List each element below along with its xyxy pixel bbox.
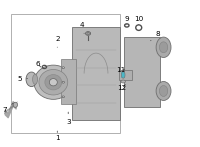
- Bar: [11, 14, 120, 133]
- Text: 12: 12: [117, 85, 126, 91]
- Ellipse shape: [26, 72, 37, 87]
- Bar: [121, 72, 125, 78]
- Ellipse shape: [45, 75, 62, 90]
- Text: 11: 11: [116, 67, 125, 73]
- Ellipse shape: [159, 42, 168, 53]
- Text: 3: 3: [66, 112, 71, 125]
- Text: 8: 8: [151, 31, 160, 41]
- Text: 5: 5: [17, 76, 28, 82]
- Ellipse shape: [159, 86, 168, 96]
- Ellipse shape: [62, 81, 64, 83]
- Text: 2: 2: [55, 36, 60, 47]
- Text: 10: 10: [134, 16, 143, 25]
- Polygon shape: [61, 59, 76, 104]
- Ellipse shape: [34, 65, 73, 99]
- Ellipse shape: [13, 102, 18, 107]
- Ellipse shape: [156, 37, 171, 57]
- Text: 9: 9: [124, 16, 129, 25]
- Ellipse shape: [39, 70, 68, 95]
- Ellipse shape: [121, 80, 125, 83]
- Ellipse shape: [86, 32, 91, 35]
- Polygon shape: [124, 37, 160, 107]
- Text: 1: 1: [55, 131, 60, 141]
- Ellipse shape: [33, 74, 38, 84]
- Text: 6: 6: [35, 61, 41, 67]
- Ellipse shape: [156, 81, 171, 100]
- Ellipse shape: [62, 67, 64, 69]
- Ellipse shape: [87, 33, 89, 34]
- Text: 4: 4: [80, 22, 84, 34]
- Ellipse shape: [62, 96, 64, 98]
- Bar: [119, 70, 132, 80]
- Polygon shape: [72, 27, 120, 120]
- Text: 7: 7: [3, 103, 13, 113]
- Ellipse shape: [49, 79, 57, 86]
